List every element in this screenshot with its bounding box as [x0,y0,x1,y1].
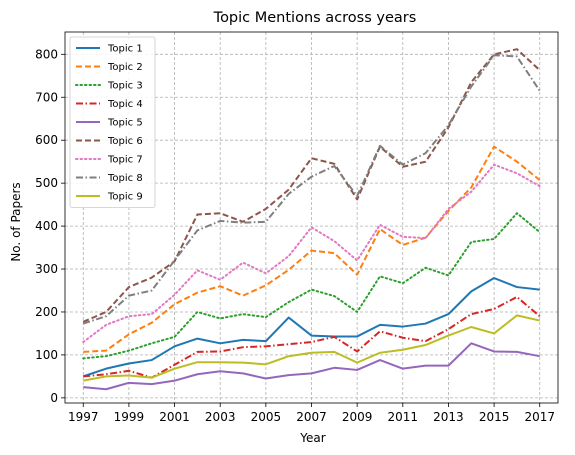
legend-label: Topic 7 [107,155,143,166]
legend-label: Topic 6 [107,136,143,147]
legend-label: Topic 5 [107,118,143,129]
x-tick-label: 2009 [342,410,373,424]
y-axis-label: No. of Papers [9,182,23,261]
series-line-9 [83,314,540,382]
y-tick-label: 400 [35,219,58,233]
x-tick-label: 2015 [479,410,510,424]
x-tick-label: 2007 [296,410,327,424]
x-axis-label: Year [299,431,325,445]
legend-label: Topic 8 [107,173,143,184]
series-line-5 [83,342,540,391]
x-tick-label: 1997 [68,410,99,424]
y-tick-label: 600 [35,133,58,147]
y-tick-label: 500 [35,176,58,190]
x-axis-ticks: 1997 1999 2001 2003 2005 2007 2009 2011 2013 2015… [68,403,555,424]
series-line-6 [82,48,541,323]
legend-label: Topic 1 [107,44,143,55]
series-line-2 [83,145,541,353]
y-tick-label: 300 [35,262,58,276]
x-tick-label: 2003 [205,410,236,424]
series-line-4 [83,295,541,379]
series-line-7 [82,163,541,344]
x-tick-label: 2013 [433,410,464,424]
y-axis-ticks: 0 100 200 300 400 500 600 700 800 [35,47,65,405]
legend-label: Topic 2 [107,62,143,73]
legend-label: Topic 4 [107,99,143,110]
y-tick-label: 700 [35,90,58,104]
series-line-1 [82,277,540,378]
legend: Topic 1 Topic 2 Topic 3 Topic 4 Topic 5 Topic… [69,36,156,208]
legend-box [69,36,156,208]
y-tick-label: 800 [35,47,58,61]
y-tick-label: 200 [35,305,58,319]
chart-title: Topic Mentions across years [213,10,417,26]
y-tick-label: 0 [50,391,58,405]
x-tick-label: 2017 [524,410,555,424]
y-tick-label: 100 [35,348,58,362]
x-tick-label: 2005 [251,410,282,424]
series-line-3 [82,212,541,360]
x-tick-label: 2011 [388,410,419,424]
x-tick-label: 2001 [159,410,190,424]
series-line-8 [82,54,541,325]
legend-label: Topic 9 [107,192,143,203]
x-tick-label: 1999 [114,410,145,424]
series-lines [82,48,541,391]
legend-label: Topic 3 [107,81,143,92]
